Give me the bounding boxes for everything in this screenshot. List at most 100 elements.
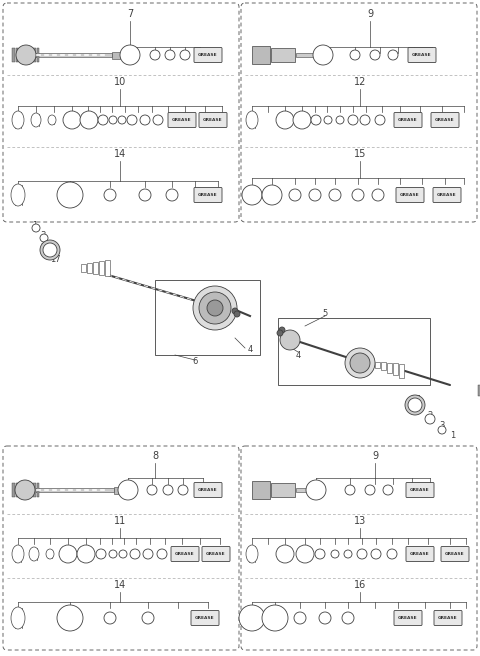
Bar — [296, 53, 316, 57]
Circle shape — [319, 612, 331, 624]
Circle shape — [153, 115, 163, 125]
Circle shape — [147, 485, 157, 495]
Text: 11: 11 — [114, 516, 126, 526]
Circle shape — [276, 545, 294, 563]
Circle shape — [63, 111, 81, 129]
FancyBboxPatch shape — [191, 611, 219, 626]
Text: 3: 3 — [40, 230, 46, 239]
FancyBboxPatch shape — [441, 546, 469, 562]
FancyBboxPatch shape — [194, 483, 222, 497]
Bar — [393, 363, 398, 375]
Circle shape — [104, 612, 116, 624]
FancyBboxPatch shape — [171, 546, 199, 562]
Bar — [34, 488, 114, 492]
Text: GREASE: GREASE — [198, 193, 218, 197]
Circle shape — [15, 480, 35, 500]
Bar — [23, 48, 25, 62]
Text: GREASE: GREASE — [398, 616, 418, 620]
FancyBboxPatch shape — [194, 47, 222, 62]
Circle shape — [16, 45, 36, 65]
Bar — [296, 488, 311, 492]
Circle shape — [345, 348, 375, 378]
Circle shape — [331, 550, 339, 558]
Circle shape — [127, 115, 137, 125]
FancyBboxPatch shape — [434, 611, 462, 626]
Circle shape — [57, 182, 83, 208]
Text: 6: 6 — [192, 358, 198, 367]
Text: GREASE: GREASE — [195, 616, 215, 620]
Bar — [19, 483, 22, 497]
Bar — [114, 487, 122, 493]
Circle shape — [57, 605, 83, 631]
Circle shape — [293, 111, 311, 129]
FancyBboxPatch shape — [194, 188, 222, 203]
Text: 12: 12 — [354, 77, 366, 87]
FancyBboxPatch shape — [433, 188, 461, 203]
Text: 9: 9 — [372, 451, 378, 461]
Circle shape — [239, 605, 265, 631]
Circle shape — [425, 414, 435, 424]
Bar — [15, 483, 18, 497]
Text: 1: 1 — [450, 432, 456, 440]
Text: GREASE: GREASE — [438, 616, 458, 620]
Bar — [399, 363, 404, 377]
Circle shape — [140, 115, 150, 125]
Circle shape — [165, 50, 175, 60]
Text: 8: 8 — [152, 451, 158, 461]
Circle shape — [388, 50, 398, 60]
Text: 14: 14 — [114, 580, 126, 590]
Text: 4: 4 — [247, 346, 252, 354]
Circle shape — [178, 485, 188, 495]
Circle shape — [329, 189, 341, 201]
Circle shape — [357, 549, 367, 559]
Text: GREASE: GREASE — [198, 53, 218, 57]
Bar — [387, 363, 392, 373]
Circle shape — [120, 45, 140, 65]
Circle shape — [309, 189, 321, 201]
Bar — [271, 48, 295, 62]
Text: 4: 4 — [295, 350, 300, 359]
Text: 15: 15 — [354, 149, 366, 159]
Text: GREASE: GREASE — [203, 118, 223, 122]
Circle shape — [139, 189, 151, 201]
Bar — [15, 48, 18, 62]
Text: 17: 17 — [50, 255, 60, 264]
Text: GREASE: GREASE — [410, 488, 430, 492]
Text: 1: 1 — [32, 222, 37, 230]
Circle shape — [313, 45, 333, 65]
Circle shape — [59, 545, 77, 563]
Bar — [155, 280, 260, 355]
FancyBboxPatch shape — [396, 188, 424, 203]
Bar — [278, 318, 430, 385]
Circle shape — [109, 116, 117, 124]
Circle shape — [207, 300, 223, 316]
Circle shape — [96, 549, 106, 559]
Text: 13: 13 — [354, 516, 366, 526]
Circle shape — [383, 485, 393, 495]
Bar — [33, 483, 36, 497]
Circle shape — [98, 115, 108, 125]
FancyBboxPatch shape — [394, 112, 422, 127]
Ellipse shape — [246, 111, 258, 129]
Circle shape — [375, 115, 385, 125]
Text: 2: 2 — [40, 243, 46, 251]
Circle shape — [371, 549, 381, 559]
FancyBboxPatch shape — [168, 112, 196, 127]
Bar — [12, 483, 14, 497]
Circle shape — [118, 116, 126, 124]
Circle shape — [372, 189, 384, 201]
Bar — [381, 362, 386, 370]
Bar — [29, 48, 32, 62]
Text: GREASE: GREASE — [398, 118, 418, 122]
Circle shape — [350, 353, 370, 373]
Text: 7: 7 — [127, 9, 133, 19]
Circle shape — [163, 485, 173, 495]
Circle shape — [166, 189, 178, 201]
Circle shape — [180, 50, 190, 60]
Circle shape — [352, 189, 364, 201]
Text: 14: 14 — [114, 149, 126, 159]
Text: GREASE: GREASE — [175, 552, 195, 556]
Bar — [112, 52, 120, 58]
Ellipse shape — [246, 545, 258, 563]
Text: GREASE: GREASE — [412, 53, 432, 57]
